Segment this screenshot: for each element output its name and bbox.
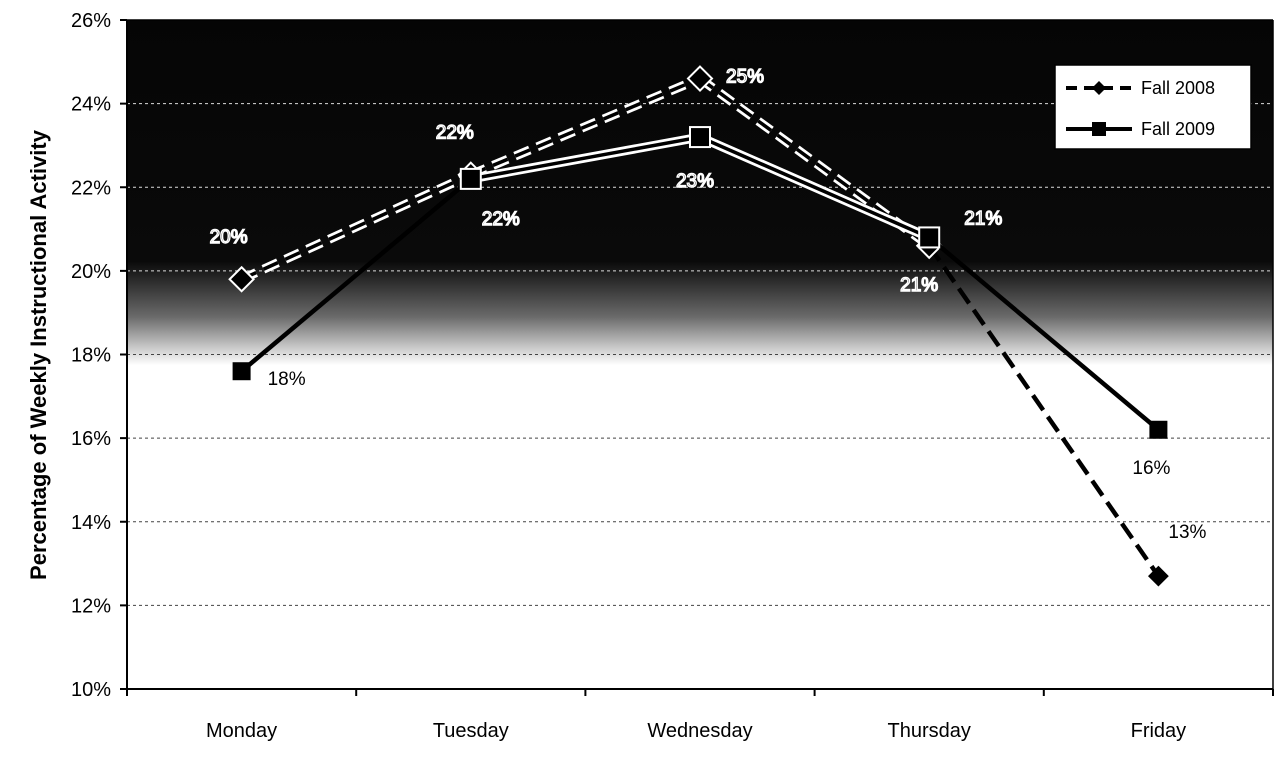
legend: Fall 2008 Fall 2009	[1054, 64, 1252, 150]
fall-2008-data-label-thursday: 21%	[900, 275, 938, 296]
x-tick-label-wednesday: Wednesday	[647, 720, 752, 742]
fall-2008-data-label-monday: 20%	[210, 227, 248, 248]
fall-2009-data-label-tuesday: 22%	[482, 209, 520, 230]
fall-2009-line-segment	[240, 177, 473, 373]
fall-2009-point-tuesday	[459, 167, 482, 190]
y-tick-label: 16%	[71, 428, 111, 450]
y-tick-label: 14%	[71, 512, 111, 534]
fall-2009-data-label-monday: 18%	[268, 369, 306, 390]
legend-label-fall-2009: Fall 2009	[1141, 119, 1215, 139]
x-tick-label-tuesday: Tuesday	[433, 720, 509, 742]
x-tick-label-monday: Monday	[206, 720, 277, 742]
y-tick-labels: 10% 12% 14% 16% 18% 20% 22% 24% 26%	[71, 10, 111, 701]
series-layer	[228, 65, 1169, 587]
fall-2008-point-monday	[228, 265, 256, 293]
y-tick-label: 18%	[71, 345, 111, 367]
fall-2009-point-monday	[232, 362, 251, 381]
fall-2009-line-segment	[470, 135, 701, 181]
legend-label-fall-2008: Fall 2008	[1141, 78, 1215, 98]
fall-2009-data-label-wednesday: 23%	[676, 171, 714, 192]
x-tick-label-friday: Friday	[1131, 720, 1187, 742]
fall-2009-data-label-thursday: 21%	[964, 208, 1002, 229]
axes	[120, 19, 1274, 696]
fall-2009-data-label-friday: 16%	[1132, 458, 1170, 479]
fall-2008-line-segment	[927, 244, 1161, 578]
legend-box	[1054, 64, 1252, 150]
fall-2008-point-wednesday	[686, 65, 714, 92]
y-tick-label: 12%	[71, 595, 111, 617]
legend-marker-fall-2009	[1092, 122, 1106, 136]
fall-2009-point-wednesday	[689, 126, 711, 149]
x-tick-label-thursday: Thursday	[888, 720, 971, 742]
gridlines	[127, 103, 1273, 606]
y-tick-label: 24%	[71, 94, 111, 116]
fall-2009-point-thursday	[918, 226, 941, 249]
data-labels: 20% 22% 25% 21% 13% 18% 22% 23% 21% 16%	[209, 66, 1207, 543]
y-tick-label: 10%	[71, 679, 111, 701]
y-tick-label: 22%	[71, 177, 111, 199]
fall-2008-point-friday	[1147, 565, 1169, 587]
fall-2009-line-segment	[927, 235, 1160, 432]
y-axis-label: Percentage of Weekly Instructional Activ…	[26, 129, 51, 580]
x-tick-labels: Monday Tuesday Wednesday Thursday Friday	[206, 720, 1186, 742]
fall-2008-data-label-friday: 13%	[1168, 522, 1206, 543]
legend-marker-fall-2008	[1092, 81, 1106, 95]
fall-2009-point-friday	[1149, 420, 1168, 439]
fall-2009-line-segment	[699, 135, 930, 240]
y-tick-label: 26%	[71, 10, 111, 32]
y-tick-label: 20%	[71, 261, 111, 283]
fall-2008-data-label-wednesday: 25%	[726, 67, 764, 88]
fall-2008-data-label-tuesday: 22%	[436, 123, 474, 144]
fall-2008-line-segment	[470, 76, 701, 177]
fall-2008-line-segment	[240, 173, 472, 281]
